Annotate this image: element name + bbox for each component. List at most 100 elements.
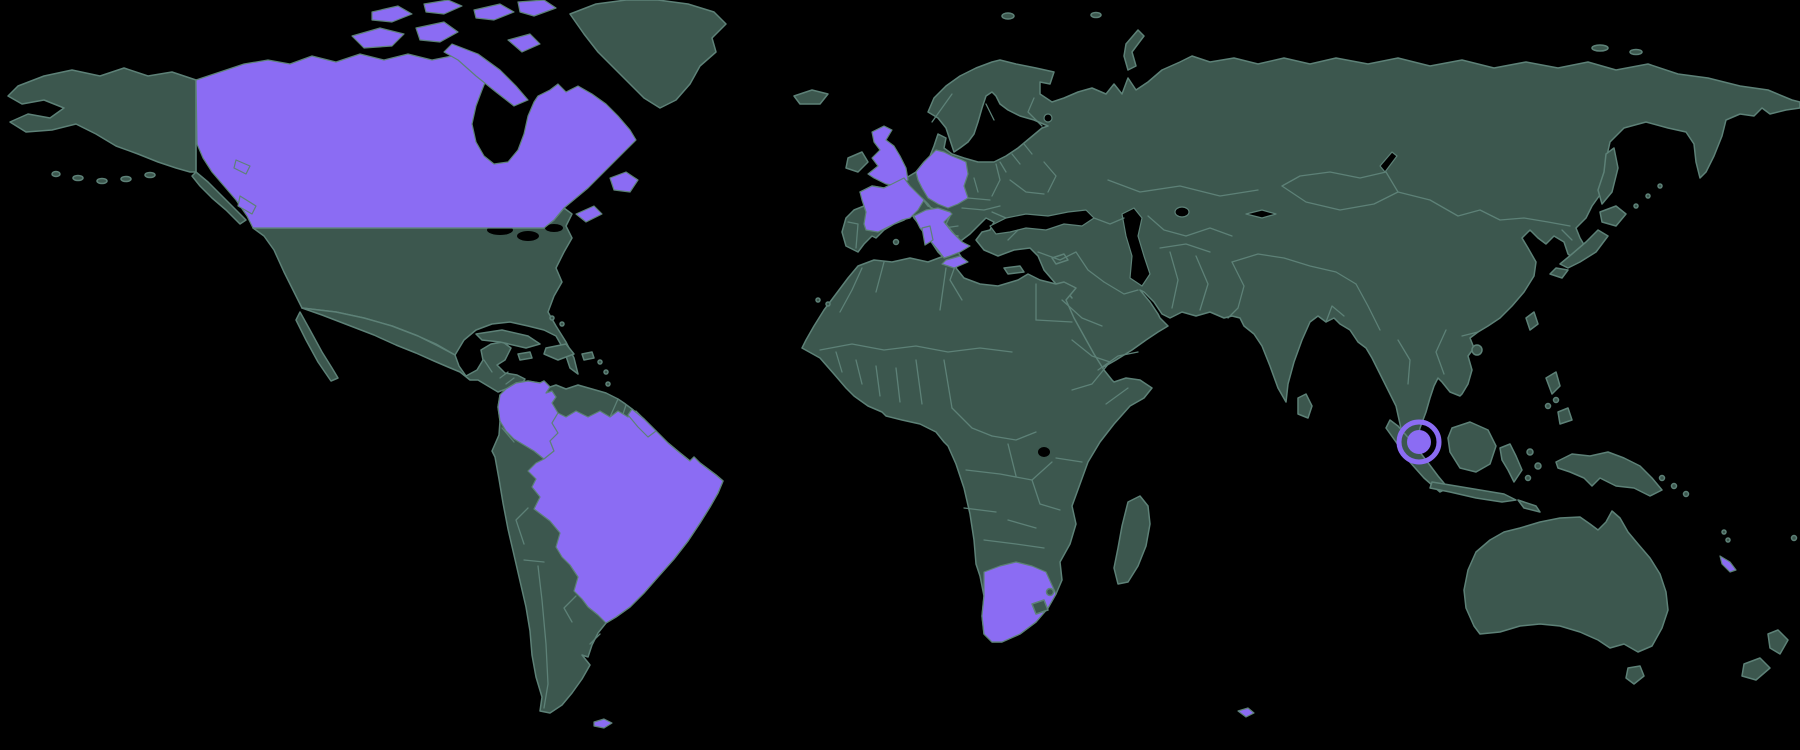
region-japan-hokkaido xyxy=(1599,205,1627,227)
great-lake xyxy=(517,231,539,241)
region-canada-ellesmere-island[interactable] xyxy=(517,0,557,17)
antilles-island xyxy=(605,381,611,387)
region-australia xyxy=(1463,510,1669,653)
black-sea xyxy=(989,209,1095,235)
lake-victoria xyxy=(1038,447,1050,457)
region-canada-victoria-island[interactable] xyxy=(351,27,405,49)
solomon-island xyxy=(1670,482,1678,490)
highlight-layer xyxy=(195,0,1737,729)
solomon-island xyxy=(1682,490,1690,498)
bahamas-island xyxy=(559,321,565,327)
aleutian-island xyxy=(120,175,132,183)
region-new-zealand-north xyxy=(1767,629,1789,655)
kuril-island xyxy=(1633,203,1639,209)
region-borneo xyxy=(1447,421,1497,473)
region-japan-honshu xyxy=(1559,229,1609,269)
region-canada-island[interactable] xyxy=(507,33,541,53)
location-marker[interactable] xyxy=(1396,419,1442,465)
region-france[interactable] xyxy=(859,177,925,233)
region-lesotho xyxy=(1031,599,1049,615)
arctic-island xyxy=(1629,48,1643,56)
aral-sea xyxy=(1174,206,1190,218)
caspian-sea xyxy=(1121,207,1151,287)
canary-island xyxy=(815,297,821,303)
region-greenland xyxy=(569,0,727,109)
antilles-island xyxy=(603,369,609,375)
region-iceland xyxy=(793,89,829,105)
moluccas-island xyxy=(1524,474,1532,482)
arctic-island xyxy=(1090,11,1102,19)
region-french-southern-territories[interactable] xyxy=(1237,707,1255,718)
region-java xyxy=(1429,481,1517,503)
location-marker-ring[interactable] xyxy=(1396,419,1442,465)
region-philippines-luzon xyxy=(1545,371,1561,395)
region-south-africa[interactable] xyxy=(981,561,1057,643)
region-italy-sicily[interactable] xyxy=(941,255,969,269)
antilles-island xyxy=(597,359,603,365)
region-tasmania xyxy=(1625,665,1645,685)
region-canada-newfoundland[interactable] xyxy=(609,171,639,193)
region-canada[interactable] xyxy=(195,53,637,229)
region-mexico-central-america xyxy=(301,307,526,398)
region-japan-kyushu xyxy=(1549,267,1569,279)
fiji-island xyxy=(1790,534,1798,542)
region-canada-island[interactable] xyxy=(473,3,515,21)
region-novaya-zemlya xyxy=(1123,29,1145,71)
moluccas-island xyxy=(1526,448,1534,456)
region-brazil[interactable] xyxy=(527,410,724,624)
region-new-guinea xyxy=(1555,451,1663,497)
region-madagascar xyxy=(1113,495,1151,585)
location-marker-dot[interactable] xyxy=(1407,430,1431,454)
region-sulawesi xyxy=(1499,443,1523,483)
country-borders xyxy=(195,79,1573,709)
philippine-island xyxy=(1544,402,1552,410)
kuril-island xyxy=(1645,193,1651,199)
balearic-island xyxy=(892,238,900,246)
lake-ladoga xyxy=(1043,113,1053,123)
region-germany[interactable] xyxy=(915,149,969,209)
moluccas-island xyxy=(1534,462,1542,470)
region-cyprus xyxy=(1051,253,1069,265)
region-united-kingdom[interactable] xyxy=(867,125,909,187)
region-ireland xyxy=(845,151,869,173)
region-cuba xyxy=(475,329,541,349)
region-eurasia xyxy=(841,55,1800,465)
region-canada-coastal-island[interactable] xyxy=(237,195,257,215)
region-new-zealand-south xyxy=(1741,657,1771,681)
region-timor xyxy=(1517,499,1541,513)
aleutian-island xyxy=(96,177,108,185)
arctic-island xyxy=(1591,44,1609,52)
great-lake xyxy=(545,224,563,232)
vanuatu-island xyxy=(1725,537,1731,543)
region-sri-lanka xyxy=(1297,393,1313,419)
lake-baikal xyxy=(1379,151,1398,173)
region-italy[interactable] xyxy=(913,207,971,259)
region-eswatini xyxy=(1045,587,1055,597)
region-french-guiana[interactable] xyxy=(627,408,657,438)
region-hainan xyxy=(1471,344,1483,356)
region-baja-california xyxy=(295,311,339,382)
svalbard-island xyxy=(1001,12,1015,20)
region-taiwan xyxy=(1525,311,1539,331)
region-canada-island[interactable] xyxy=(371,5,413,23)
region-canada-island[interactable] xyxy=(415,21,459,43)
region-falkland-islands[interactable] xyxy=(593,718,613,729)
region-canada-island[interactable] xyxy=(423,0,463,15)
bahamas-island xyxy=(549,315,555,321)
region-canada-nova-scotia[interactable] xyxy=(575,205,603,223)
region-italy-sardinia[interactable] xyxy=(921,225,934,246)
region-canada-baffin-island[interactable] xyxy=(443,43,529,107)
region-puerto-rico xyxy=(581,351,595,361)
region-philippines-mindanao xyxy=(1557,407,1573,425)
aleutian-island xyxy=(51,170,61,178)
enclave-layer xyxy=(1031,587,1055,615)
region-canada-vancouver-island[interactable] xyxy=(233,159,251,175)
philippine-island xyxy=(1552,396,1560,404)
region-alaska-panhandle xyxy=(191,171,247,225)
region-new-caledonia[interactable] xyxy=(1719,555,1737,573)
lake-balkhash xyxy=(1245,209,1277,219)
region-crete xyxy=(1003,265,1025,275)
region-alaska xyxy=(7,67,197,173)
region-jamaica xyxy=(517,351,533,361)
